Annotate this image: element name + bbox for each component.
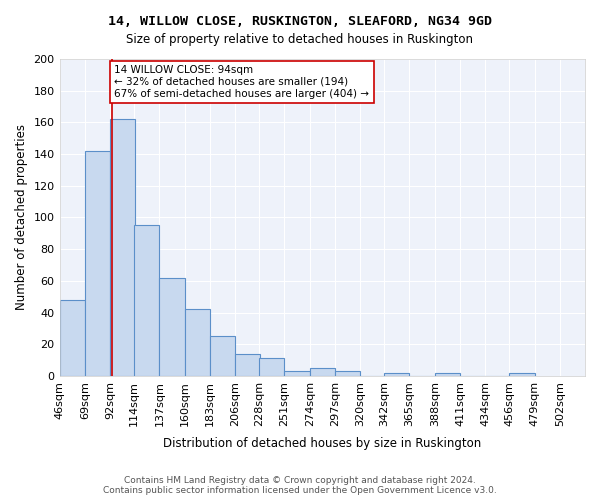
Bar bbox=[284, 371, 310, 376]
X-axis label: Distribution of detached houses by size in Ruskington: Distribution of detached houses by size … bbox=[163, 437, 481, 450]
Text: Size of property relative to detached houses in Ruskington: Size of property relative to detached ho… bbox=[127, 32, 473, 46]
Bar bbox=[509, 372, 535, 376]
Bar bbox=[134, 226, 160, 376]
Bar bbox=[59, 300, 85, 376]
Bar bbox=[185, 310, 210, 376]
Bar bbox=[160, 278, 185, 376]
Bar bbox=[310, 368, 335, 376]
Y-axis label: Number of detached properties: Number of detached properties bbox=[15, 124, 28, 310]
Bar bbox=[384, 372, 409, 376]
Bar bbox=[259, 358, 284, 376]
Bar bbox=[435, 372, 460, 376]
Text: 14, WILLOW CLOSE, RUSKINGTON, SLEAFORD, NG34 9GD: 14, WILLOW CLOSE, RUSKINGTON, SLEAFORD, … bbox=[108, 15, 492, 28]
Bar bbox=[85, 151, 110, 376]
Bar bbox=[335, 371, 360, 376]
Text: 14 WILLOW CLOSE: 94sqm
← 32% of detached houses are smaller (194)
67% of semi-de: 14 WILLOW CLOSE: 94sqm ← 32% of detached… bbox=[115, 66, 370, 98]
Bar bbox=[210, 336, 235, 376]
Bar bbox=[110, 119, 135, 376]
Text: Contains HM Land Registry data © Crown copyright and database right 2024.
Contai: Contains HM Land Registry data © Crown c… bbox=[103, 476, 497, 495]
Bar bbox=[235, 354, 260, 376]
